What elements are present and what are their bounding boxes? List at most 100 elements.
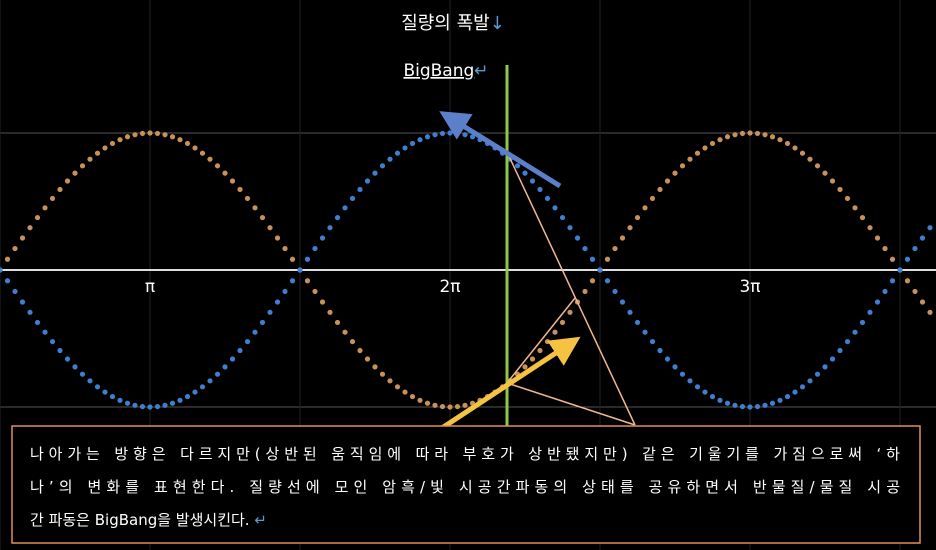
orange-dot — [154, 130, 161, 137]
orange-dot — [289, 256, 296, 262]
blue-dot — [529, 178, 536, 184]
yellow-arrow — [440, 336, 581, 431]
orange-dot — [4, 256, 11, 262]
blue-dot — [274, 299, 281, 305]
blue-dot — [762, 402, 768, 408]
orange-dot — [679, 163, 686, 169]
orange-dot — [109, 140, 116, 147]
blue-dot — [79, 371, 86, 377]
blue-dot — [552, 205, 558, 211]
blue-dot — [567, 225, 573, 231]
blue-dot — [574, 235, 581, 241]
guide-line — [506, 382, 636, 426]
subtitle-text: BigBang — [403, 61, 474, 81]
blue-dot — [777, 397, 783, 403]
subtitle-mark: ↵ — [474, 61, 488, 81]
orange-dot — [124, 134, 131, 140]
orange-dot — [327, 309, 333, 315]
blue-dot — [42, 329, 48, 335]
blue-dot — [139, 403, 146, 410]
orange-dot — [604, 256, 611, 262]
blue-dot — [702, 389, 708, 395]
blue-dot — [117, 397, 123, 403]
blue-dot — [334, 214, 341, 221]
orange-dot — [424, 400, 431, 406]
orange-dot — [349, 338, 356, 345]
blue-dot — [799, 384, 806, 390]
orange-dot — [57, 186, 63, 193]
blue-dot — [124, 400, 131, 406]
blue-dot — [589, 256, 596, 262]
orange-dot — [34, 214, 41, 221]
orange-dot — [379, 371, 386, 377]
orange-dot — [522, 364, 528, 370]
blue-dot — [439, 130, 446, 137]
orange-dot — [552, 329, 558, 335]
blue-dot — [199, 384, 206, 390]
orange-dot — [417, 397, 423, 403]
axis-label: 2π — [439, 277, 460, 297]
title-mark: ↓ — [490, 13, 505, 34]
orange-dot — [42, 205, 48, 211]
orange-dot — [462, 402, 468, 408]
blue-dot — [229, 356, 236, 362]
blue-dot — [297, 267, 303, 273]
orange-dot — [567, 309, 573, 315]
orange-dot — [649, 195, 656, 202]
orange-dot — [867, 225, 873, 231]
blue-dot — [717, 397, 723, 403]
blue-dot — [394, 150, 401, 156]
orange-dot — [117, 137, 123, 143]
orange-dot — [814, 163, 821, 169]
blue-dot — [709, 393, 716, 400]
blue-dot — [64, 356, 71, 362]
orange-dot — [709, 140, 716, 147]
orange-dot — [664, 178, 671, 184]
title-text: 질량의 폭발 — [401, 13, 490, 34]
blue-dot — [94, 384, 101, 390]
orange-dot — [627, 225, 633, 231]
orange-dot — [357, 347, 363, 354]
blue-dot — [147, 404, 153, 410]
orange-dot — [244, 195, 251, 202]
blue-dot — [154, 403, 161, 410]
caption-text: 간 파동은 BigBang을 발생시킨다. — [30, 511, 254, 529]
orange-dot — [544, 338, 551, 345]
orange-dot — [702, 145, 708, 151]
orange-dot — [87, 156, 93, 162]
orange-dot — [409, 393, 416, 400]
blue-dot — [604, 278, 611, 284]
orange-dot — [919, 299, 926, 305]
orange-dot — [334, 319, 341, 326]
blue-dot — [447, 130, 453, 136]
blue-dot — [747, 404, 753, 410]
blue-dot — [724, 400, 731, 406]
waves — [0, 130, 933, 410]
blue-dot — [327, 225, 333, 231]
blue-dot — [852, 329, 858, 335]
blue-dot — [919, 235, 926, 241]
blue-dot — [522, 170, 528, 176]
orange-dot — [874, 235, 881, 241]
orange-dot — [79, 163, 86, 169]
orange-dot — [837, 186, 843, 193]
orange-dot — [739, 130, 746, 137]
blue-dot — [912, 245, 918, 252]
blue-dot — [844, 338, 851, 345]
orange-dot — [222, 170, 228, 176]
blue-dot — [387, 156, 393, 162]
orange-dot — [807, 156, 813, 162]
blue-dot — [694, 384, 701, 390]
orange-dot — [19, 235, 26, 241]
blue-dot — [822, 364, 828, 370]
orange-dot — [312, 288, 318, 295]
orange-dot — [199, 150, 206, 156]
blue-dot — [282, 288, 288, 295]
blue-dot — [132, 402, 138, 408]
blue-dot — [814, 371, 821, 377]
blue-dot — [312, 245, 318, 252]
blue-dot — [829, 356, 836, 362]
orange-dot — [889, 256, 896, 262]
orange-dot — [672, 170, 678, 176]
caption-mark: ↵ — [254, 511, 267, 529]
